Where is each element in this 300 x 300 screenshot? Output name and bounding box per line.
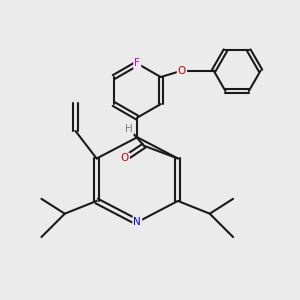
Text: O: O	[121, 154, 129, 164]
Text: H: H	[125, 124, 133, 134]
Text: O: O	[178, 66, 186, 76]
Text: N: N	[134, 217, 141, 227]
Text: F: F	[134, 58, 140, 68]
